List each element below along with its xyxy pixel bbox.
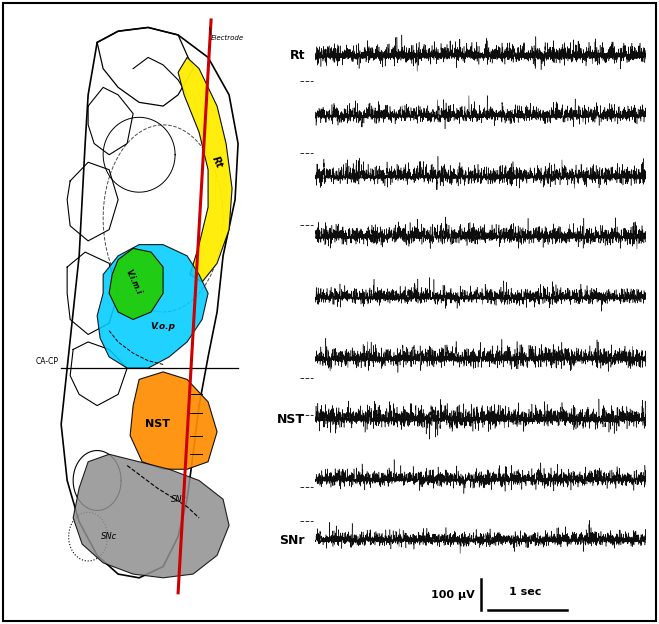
Text: Rt: Rt [210, 155, 224, 170]
Text: SNr: SNr [171, 495, 186, 504]
Text: SNc: SNc [101, 532, 117, 541]
Text: NST: NST [277, 413, 305, 426]
Polygon shape [130, 372, 217, 469]
Polygon shape [73, 454, 229, 578]
Polygon shape [97, 245, 208, 368]
Text: V.o.p: V.o.p [151, 323, 175, 331]
Text: 1 sec: 1 sec [509, 587, 542, 597]
Text: Electrode: Electrode [211, 35, 244, 41]
Text: V.i.m.i: V.i.m.i [123, 268, 143, 296]
Text: SNr: SNr [279, 534, 305, 547]
Polygon shape [109, 248, 163, 319]
Text: CA-CP: CA-CP [35, 358, 58, 366]
Text: NST: NST [144, 419, 169, 429]
Text: 100 μV: 100 μV [431, 590, 475, 600]
Polygon shape [178, 57, 232, 282]
Text: Rt: Rt [289, 49, 305, 62]
FancyBboxPatch shape [3, 3, 656, 621]
